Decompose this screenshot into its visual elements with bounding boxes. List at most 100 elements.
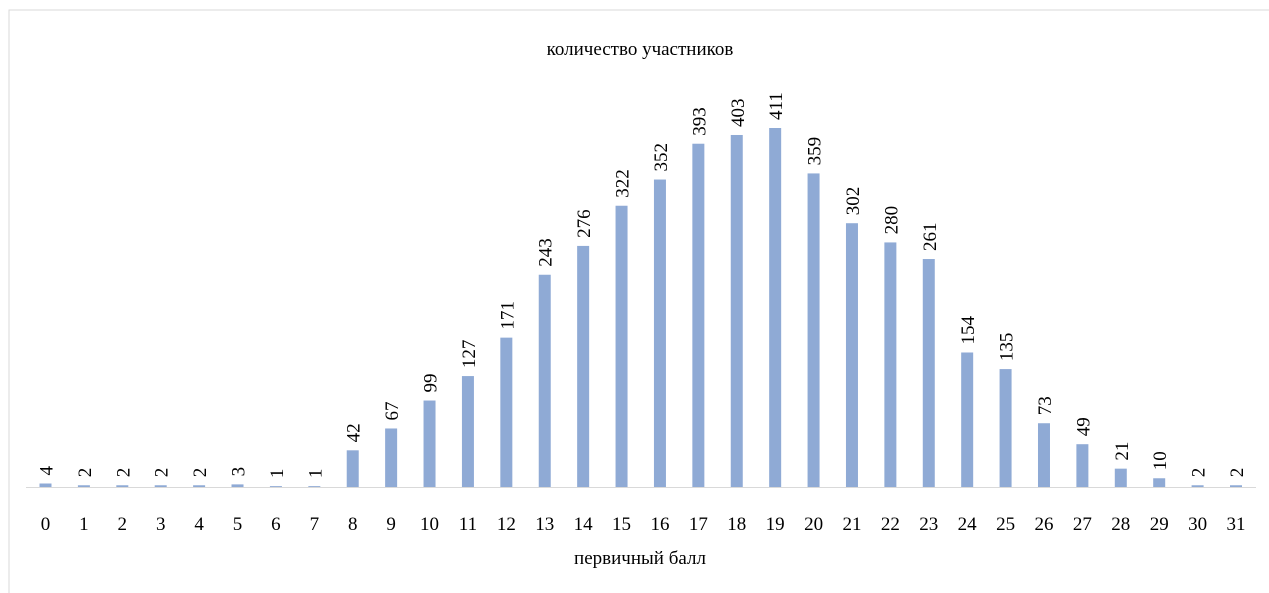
x-tick-label: 10 (420, 514, 439, 535)
x-axis-label: первичный балл (574, 548, 706, 569)
data-label: 261 (920, 223, 941, 252)
chart-frame (8, 9, 1269, 593)
bar (961, 352, 974, 487)
x-tick-label: 13 (535, 514, 554, 535)
x-tick-label: 6 (271, 514, 281, 535)
bar (769, 128, 782, 487)
x-tick-label: 1 (79, 514, 89, 535)
bar (1153, 478, 1166, 487)
data-label: 393 (689, 107, 710, 136)
data-label: 2 (113, 468, 134, 478)
x-tick-label: 16 (650, 514, 669, 535)
data-label: 42 (344, 423, 365, 442)
bar (653, 179, 666, 487)
data-label: 171 (497, 301, 518, 330)
x-tick-label: 11 (459, 514, 477, 535)
x-tick-label: 25 (996, 514, 1015, 535)
bar (154, 485, 167, 487)
x-tick-label: 0 (41, 514, 51, 535)
bar (308, 486, 321, 487)
chart-title: количество участников (547, 39, 734, 60)
x-tick-label: 9 (386, 514, 396, 535)
x-tick-label: 26 (1034, 514, 1053, 535)
bar (1114, 468, 1127, 487)
x-tick-label: 17 (689, 514, 708, 535)
data-label: 280 (881, 206, 902, 235)
x-tick-label: 22 (881, 514, 900, 535)
data-label: 403 (728, 98, 749, 127)
bar (423, 400, 436, 487)
bar (116, 485, 129, 487)
data-label: 2 (152, 468, 173, 478)
bar (1191, 485, 1204, 487)
data-label: 49 (1073, 417, 1094, 436)
bar (461, 376, 474, 487)
x-tick-label: 15 (612, 514, 631, 535)
data-label: 322 (613, 169, 634, 198)
x-tick-label: 2 (118, 514, 128, 535)
x-tick-label: 23 (919, 514, 938, 535)
x-tick-label: 5 (233, 514, 243, 535)
data-label: 411 (766, 92, 787, 120)
bar (730, 134, 743, 487)
x-tick-label: 4 (194, 514, 204, 535)
data-label: 2 (1227, 468, 1248, 478)
data-label: 359 (805, 137, 826, 166)
x-tick-label: 12 (497, 514, 516, 535)
data-label: 4 (37, 466, 58, 476)
data-label: 67 (382, 401, 403, 420)
data-label: 243 (536, 238, 557, 267)
bar (615, 205, 628, 487)
x-tick-label: 21 (842, 514, 861, 535)
x-tick-label: 28 (1111, 514, 1130, 535)
data-label: 3 (229, 467, 250, 477)
bar (77, 485, 90, 487)
x-tick-label: 30 (1188, 514, 1207, 535)
bar (692, 143, 705, 487)
bar (807, 173, 820, 487)
bar (193, 485, 206, 487)
bar (577, 245, 590, 487)
data-label: 21 (1112, 442, 1133, 461)
bar (1230, 485, 1242, 487)
data-label: 1 (305, 469, 326, 479)
data-label: 127 (459, 340, 480, 369)
bar (346, 450, 359, 487)
data-label: 2 (75, 468, 96, 478)
data-label: 302 (843, 187, 864, 216)
x-tick-label: 14 (574, 514, 594, 535)
x-tick-label: 20 (804, 514, 823, 535)
bar (500, 337, 513, 487)
data-label: 352 (651, 143, 672, 172)
data-label: 2 (190, 468, 211, 478)
bar (231, 484, 244, 487)
x-tick-label: 27 (1073, 514, 1092, 535)
data-label: 1 (267, 469, 288, 479)
x-tick-label: 24 (958, 514, 978, 535)
bar (845, 223, 858, 488)
bar (922, 259, 935, 487)
data-label: 276 (574, 209, 595, 238)
x-tick-label: 19 (766, 514, 785, 535)
x-tick-label: 31 (1227, 514, 1246, 535)
bar (39, 483, 52, 487)
data-label: 2 (1189, 468, 1210, 478)
x-tick-label: 18 (727, 514, 746, 535)
bar (1037, 423, 1050, 487)
x-tick-label: 29 (1150, 514, 1169, 535)
x-tick-label: 8 (348, 514, 358, 535)
data-label: 73 (1035, 396, 1056, 415)
bar (1076, 444, 1089, 487)
data-label: 99 (421, 374, 442, 393)
data-label: 154 (958, 315, 979, 344)
bar (999, 369, 1012, 487)
x-tick-label: 7 (310, 514, 320, 535)
bar (884, 242, 897, 487)
bar (385, 428, 398, 487)
data-label: 135 (997, 333, 1018, 361)
bar (269, 486, 282, 487)
data-label: 10 (1150, 451, 1171, 470)
x-tick-label: 3 (156, 514, 166, 535)
bar (538, 274, 551, 487)
